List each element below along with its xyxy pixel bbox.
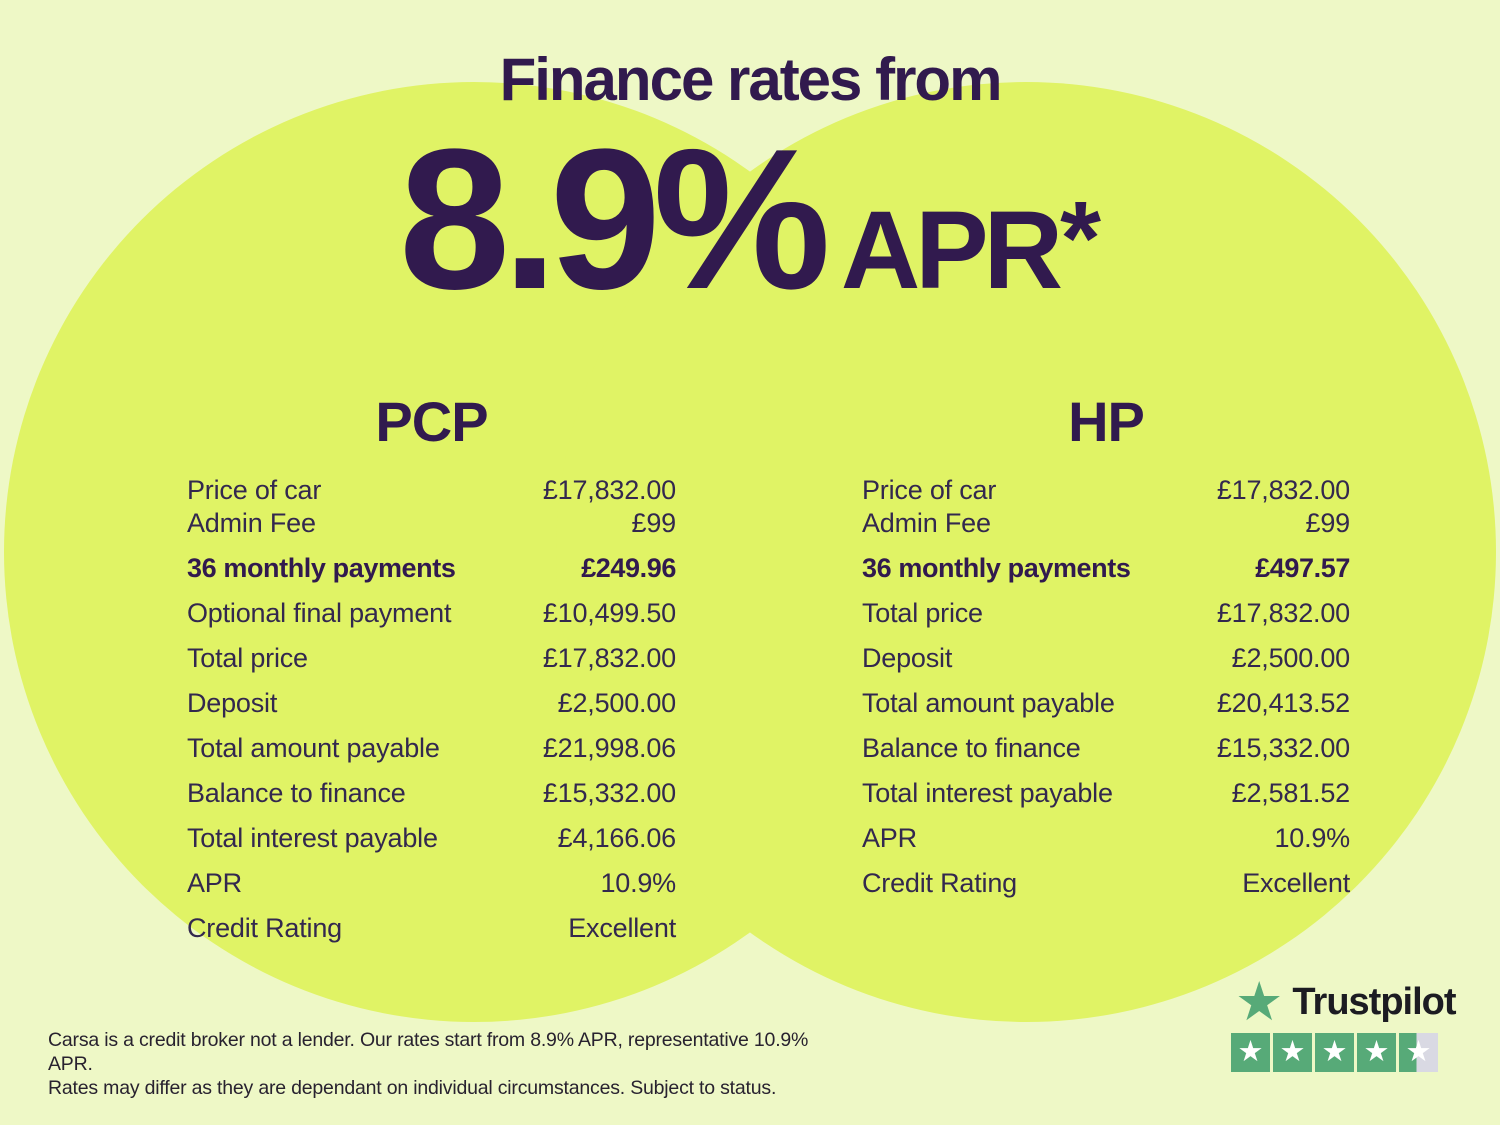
- hero-rate-unit: APR: [840, 189, 1063, 312]
- finance-row: Total interest payable £2,581.52: [862, 777, 1350, 810]
- finance-row: Credit Rating Excellent: [187, 912, 676, 945]
- row-label: Total interest payable: [187, 823, 438, 853]
- row-label: APR: [187, 868, 242, 898]
- finance-row: Deposit £2,500.00: [187, 687, 676, 720]
- row-value: £17,832.00: [1216, 475, 1350, 505]
- finance-row: Total price £17,832.00: [187, 642, 676, 675]
- rating-star-box: ★: [1315, 1033, 1354, 1072]
- hero-rate-line: 8.9% APR*: [0, 120, 1500, 320]
- background-circle-right: [556, 82, 1496, 1022]
- star-icon: ★: [1363, 1034, 1390, 1068]
- hp-finance-table: Price of car £17,832.00 Admin Fee £99 36 mon…: [862, 474, 1350, 900]
- finance-row: Balance to finance £15,332.00: [862, 732, 1350, 765]
- row-label: Total interest payable: [862, 778, 1113, 808]
- pcp-finance-table: Price of car £17,832.00 Admin Fee £99 36 mon…: [187, 474, 676, 945]
- finance-row: Total amount payable £20,413.52: [862, 687, 1350, 720]
- finance-row: Balance to finance £15,332.00: [187, 777, 676, 810]
- row-label: Deposit: [862, 643, 953, 673]
- finance-row: 36 monthly payments £497.57: [862, 552, 1350, 585]
- row-label: Total amount payable: [862, 688, 1115, 718]
- trustpilot-star-icon: ★: [1235, 970, 1284, 1033]
- trustpilot-wordmark: Trustpilot: [1292, 981, 1456, 1023]
- row-label: Total amount payable: [187, 733, 440, 763]
- row-label: 36 monthly payments: [187, 553, 456, 583]
- hero-rate-value: 8.9%: [399, 108, 831, 331]
- row-value: 10.9%: [600, 868, 676, 898]
- row-value: £497.57: [1255, 553, 1350, 583]
- rating-star-box: ★: [1357, 1033, 1396, 1072]
- row-value: Excellent: [568, 913, 676, 943]
- row-value: £21,998.06: [542, 733, 676, 763]
- row-value: Excellent: [1242, 868, 1350, 898]
- row-value: £249.96: [581, 553, 676, 583]
- row-label: Balance to finance: [862, 733, 1081, 763]
- disclaimer-text: Carsa is a credit broker not a lender. O…: [48, 1028, 828, 1100]
- row-value: £2,581.52: [1231, 778, 1351, 808]
- row-label: Total price: [862, 598, 983, 628]
- row-value: £17,832.00: [542, 475, 676, 505]
- trustpilot-rating-stars: ★ ★ ★ ★ ★: [1231, 1033, 1438, 1072]
- row-label: 36 monthly payments: [862, 553, 1131, 583]
- row-value: £20,413.52: [1216, 688, 1350, 718]
- finance-row: APR 10.9%: [862, 822, 1350, 855]
- row-label: Admin Fee: [187, 508, 316, 538]
- row-label: Total price: [187, 643, 308, 673]
- row-label: Price of car: [862, 475, 997, 505]
- page-title: Finance rates from: [499, 46, 1003, 113]
- pcp-heading: PCP: [375, 390, 488, 453]
- star-icon: ★: [1321, 1034, 1348, 1068]
- row-value: 10.9%: [1274, 823, 1350, 853]
- finance-row: Price of car £17,832.00: [187, 474, 676, 507]
- finance-row: Admin Fee £99: [862, 507, 1350, 540]
- row-value: £15,332.00: [1216, 733, 1350, 763]
- finance-row: Deposit £2,500.00: [862, 642, 1350, 675]
- finance-row: Total amount payable £21,998.06: [187, 732, 676, 765]
- star-icon: ★: [1237, 1034, 1264, 1068]
- rating-star-box: ★: [1231, 1033, 1270, 1072]
- row-label: Deposit: [187, 688, 278, 718]
- finance-row: Optional final payment £10,499.50: [187, 597, 676, 630]
- row-label: Optional final payment: [187, 598, 452, 628]
- rating-star-box: ★: [1399, 1033, 1438, 1072]
- row-label: Credit Rating: [862, 868, 1017, 898]
- rating-star-box: ★: [1273, 1033, 1312, 1072]
- row-value: £4,166.06: [557, 823, 677, 853]
- row-label: APR: [862, 823, 917, 853]
- row-value: £2,500.00: [557, 688, 677, 718]
- finance-row: Credit Rating Excellent: [862, 867, 1350, 900]
- star-icon: ★: [1405, 1034, 1432, 1068]
- finance-row: Admin Fee £99: [187, 507, 676, 540]
- row-label: Price of car: [187, 475, 322, 505]
- hp-heading: HP: [1068, 390, 1145, 453]
- star-icon: ★: [1279, 1034, 1306, 1068]
- finance-row: Total price £17,832.00: [862, 597, 1350, 630]
- row-value: £15,332.00: [542, 778, 676, 808]
- row-value: £10,499.50: [542, 598, 676, 628]
- finance-row: APR 10.9%: [187, 867, 676, 900]
- trustpilot-logo: ★ Trustpilot: [1235, 970, 1457, 1033]
- disclaimer-line-1: Carsa is a credit broker not a lender. O…: [48, 1029, 809, 1075]
- row-label: Credit Rating: [187, 913, 342, 943]
- hero-footnote-asterisk: *: [1060, 180, 1101, 297]
- row-label: Balance to finance: [187, 778, 406, 808]
- row-value: £17,832.00: [1216, 598, 1350, 628]
- row-value: £99: [1305, 508, 1351, 538]
- row-value: £99: [631, 508, 677, 538]
- disclaimer-line-2: Rates may differ as they are dependant o…: [48, 1077, 777, 1099]
- finance-row: Price of car £17,832.00: [862, 474, 1350, 507]
- row-label: Admin Fee: [862, 508, 991, 538]
- finance-row: 36 monthly payments £249.96: [187, 552, 676, 585]
- row-value: £2,500.00: [1231, 643, 1351, 673]
- row-value: £17,832.00: [542, 643, 676, 673]
- finance-row: Total interest payable £4,166.06: [187, 822, 676, 855]
